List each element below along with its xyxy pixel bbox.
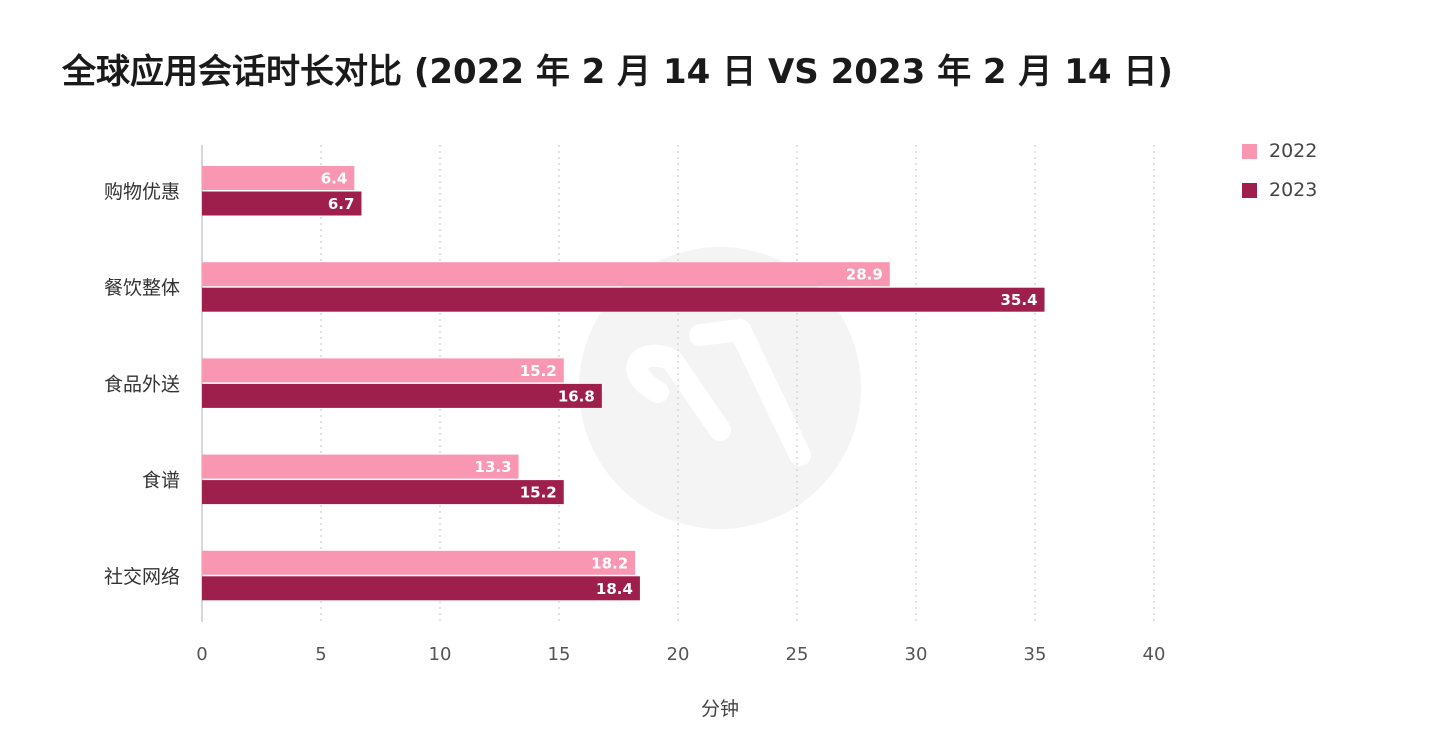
x-tick-label: 0 (196, 644, 207, 665)
bar-2022 (202, 454, 519, 479)
data-label: 35.4 (1001, 291, 1038, 309)
data-label: 15.2 (520, 362, 557, 380)
x-tick-label: 20 (667, 644, 690, 665)
x-tick-label: 10 (429, 644, 452, 665)
legend-swatch-2022 (1242, 143, 1257, 159)
bar-2023 (202, 383, 602, 408)
legend-item-2022: 2022 (1242, 138, 1317, 164)
data-label: 18.2 (591, 554, 628, 572)
category-label: 食谱 (142, 470, 180, 492)
x-tick-label: 30 (905, 644, 928, 665)
data-label: 6.7 (328, 195, 355, 213)
bar-2022 (202, 358, 564, 383)
data-label: 28.9 (846, 266, 883, 284)
legend-label: 2023 (1269, 179, 1318, 201)
data-label: 6.4 (321, 170, 348, 188)
bar-2023 (202, 480, 564, 505)
legend: 2022 2023 (1242, 138, 1317, 216)
category-label: 社交网络 (104, 566, 180, 588)
bar-2022 (202, 550, 636, 575)
x-tick-label: 25 (786, 644, 809, 665)
bar-2023 (202, 191, 362, 216)
data-label: 16.8 (558, 387, 595, 405)
x-axis-label: 分钟 (701, 698, 739, 720)
x-tick-label: 40 (1143, 644, 1166, 665)
legend-swatch-2023 (1242, 182, 1257, 198)
legend-label: 2022 (1269, 140, 1318, 162)
chart-title: 全球应用会话时长对比 (2022 年 2 月 14 日 VS 2023 年 2 … (62, 52, 1173, 92)
data-label: 15.2 (520, 484, 557, 502)
watermark-logo (579, 247, 861, 529)
category-label: 食品外送 (104, 373, 180, 395)
bar-2023 (202, 287, 1045, 312)
x-tick-label: 35 (1024, 644, 1047, 665)
category-label: 购物优惠 (104, 181, 180, 203)
legend-item-2023: 2023 (1242, 177, 1317, 203)
bar-2022 (202, 166, 355, 190)
bar-2023 (202, 576, 640, 601)
data-label: 18.4 (596, 580, 633, 598)
x-tick-label: 5 (315, 644, 326, 665)
category-label: 餐饮整体 (104, 277, 180, 299)
x-tick-label: 15 (548, 644, 571, 665)
bar-2022 (202, 262, 890, 287)
data-label: 13.3 (475, 458, 512, 476)
